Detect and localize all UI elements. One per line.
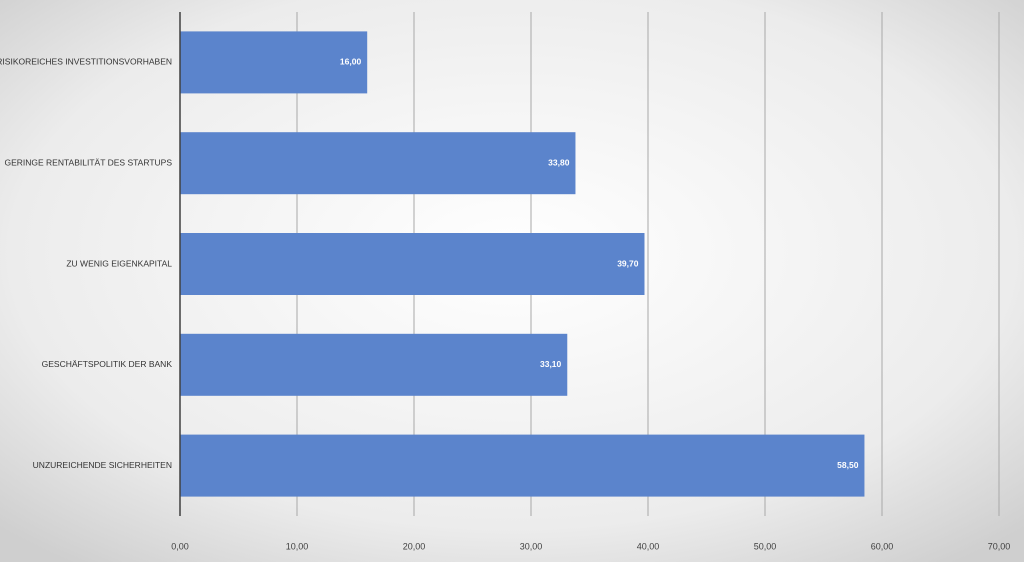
bar bbox=[180, 31, 368, 94]
x-tick-label: 20,00 bbox=[403, 541, 426, 551]
value-label: 33,80 bbox=[548, 157, 570, 167]
value-label: 33,10 bbox=[540, 359, 562, 369]
value-label: 58,50 bbox=[837, 460, 859, 470]
bar bbox=[180, 233, 645, 295]
category-label: ZU WENIG EIGENKAPITAL bbox=[66, 258, 172, 268]
x-tick-label: 0,00 bbox=[171, 541, 189, 551]
value-label: 39,70 bbox=[617, 258, 639, 268]
x-tick-label: 50,00 bbox=[754, 541, 777, 551]
x-tick-label: 30,00 bbox=[520, 541, 543, 551]
bar bbox=[180, 132, 576, 195]
category-label: GERINGE RENTABILITÄT DES STARTUPS bbox=[4, 157, 172, 167]
category-label: RISIKOREICHES INVESTITIONSVORHABEN bbox=[0, 57, 172, 67]
x-tick-label: 40,00 bbox=[637, 541, 660, 551]
x-tick-label: 60,00 bbox=[871, 541, 894, 551]
bar bbox=[180, 333, 568, 396]
bar bbox=[180, 434, 865, 497]
x-tick-label: 70,00 bbox=[988, 541, 1011, 551]
value-label: 16,00 bbox=[340, 57, 362, 67]
category-label: GESCHÄFTSPOLITIK DER BANK bbox=[42, 359, 173, 369]
x-tick-label: 10,00 bbox=[286, 541, 309, 551]
category-label: UNZUREICHENDE SICHERHEITEN bbox=[33, 460, 172, 470]
